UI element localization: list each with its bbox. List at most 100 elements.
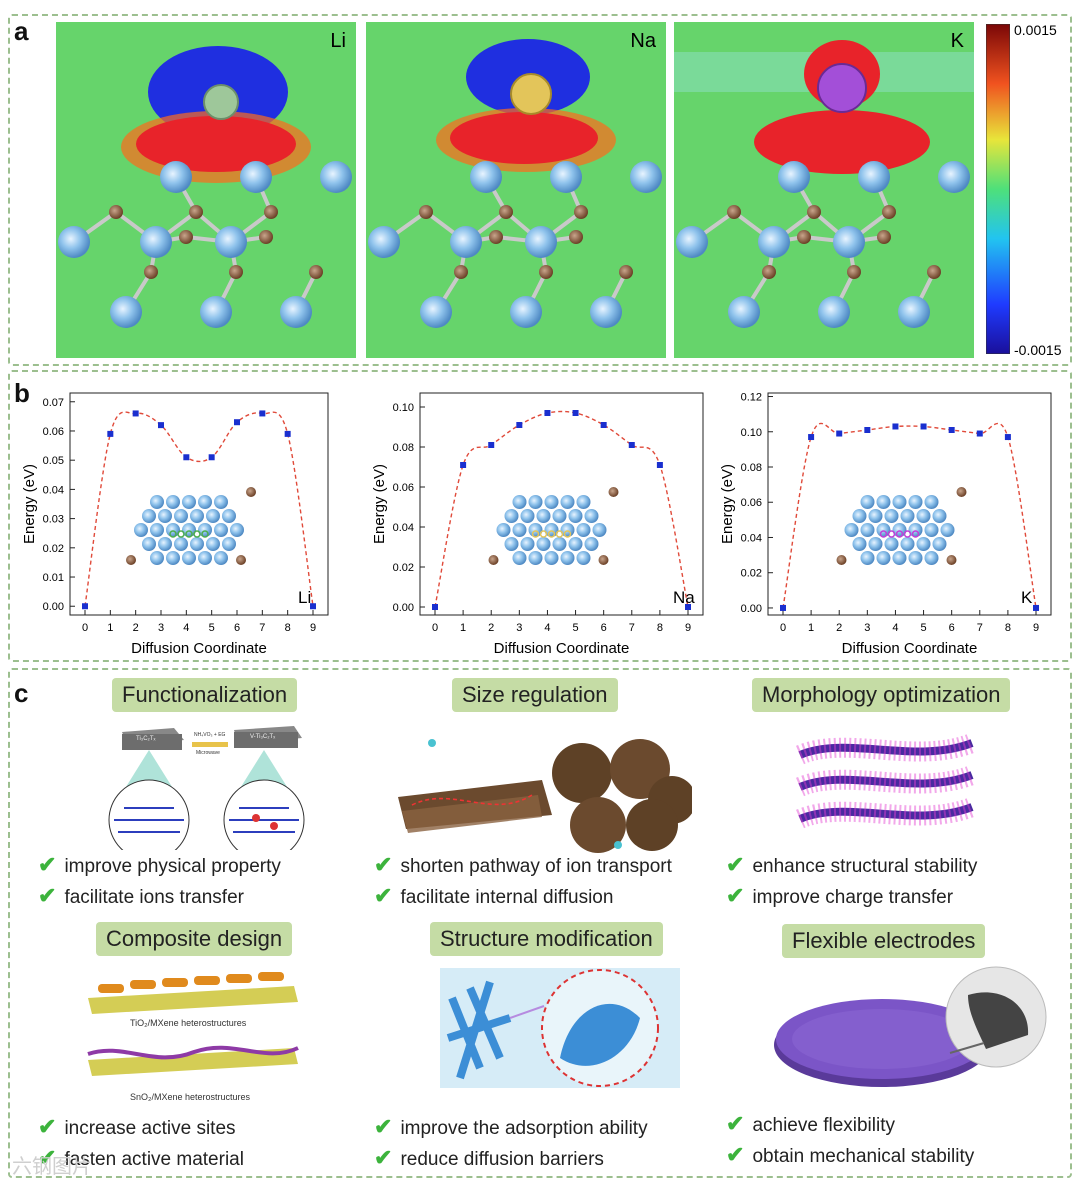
- bullet-size-2: ✔ facilitate internal diffusion: [374, 883, 613, 909]
- lattice-atom-m: [320, 161, 352, 193]
- energy-point: [572, 410, 579, 416]
- energy-point: [310, 603, 316, 610]
- plot-frame: [419, 392, 704, 616]
- lattice-atom-c: [259, 230, 273, 244]
- energy-point: [836, 430, 843, 437]
- bullet-flexible-2: ✔ obtain mechanical stability: [726, 1142, 974, 1168]
- lattice-atom-m: [470, 161, 502, 193]
- bullet-structure-2: ✔ reduce diffusion barriers: [374, 1145, 604, 1171]
- bullet-flexible-1: ✔ achieve flexibility: [726, 1111, 895, 1137]
- charge-density-map-li: Li: [56, 22, 356, 358]
- energy-point: [656, 462, 663, 468]
- flexible-electrode-illustration: [774, 966, 1047, 1087]
- energy-point: [158, 422, 164, 429]
- y-tick-label: 0.00: [741, 603, 762, 615]
- x-tick-label: 7: [629, 622, 635, 634]
- check-icon: ✔: [374, 883, 393, 908]
- x-tick-label: 4: [544, 622, 550, 634]
- bullet-text: reduce diffusion barriers: [400, 1149, 604, 1170]
- y-tick-label: 0.08: [741, 462, 762, 474]
- energy-point: [82, 603, 88, 610]
- x-tick-label: 6: [949, 622, 955, 634]
- k-ion-atom: [817, 63, 867, 113]
- bullet-structure-1: ✔ improve the adsorption ability: [374, 1114, 648, 1140]
- lattice-atom-c: [807, 205, 821, 219]
- lattice-atom-m: [420, 296, 452, 328]
- bullet-text: facilitate ions transfer: [64, 887, 244, 908]
- bullet-size-1: ✔ shorten pathway of ion transport: [374, 852, 672, 878]
- check-icon: ✔: [38, 883, 57, 908]
- panel-a-frame: [8, 14, 1072, 366]
- x-tick-label: 0: [82, 622, 88, 634]
- x-tick-label: 2: [488, 622, 494, 634]
- bullet-text: achieve flexibility: [752, 1115, 896, 1136]
- caption-sno2: SnO₂/MXene heterostructures: [130, 1092, 251, 1102]
- label-reagent: NH₄VO₃ + EG: [194, 732, 226, 738]
- y-tick-label: 0.06: [393, 482, 414, 494]
- lattice-atom-m: [898, 296, 930, 328]
- check-icon: ✔: [38, 1145, 57, 1170]
- x-tick-label: 6: [234, 622, 240, 634]
- bullet-morph-2: ✔ improve charge transfer: [726, 883, 953, 909]
- x-tick-label: 4: [892, 622, 898, 634]
- energy-chart-na: 0.00 0.02 0.04 0.06 0.08 0.10 0 1 2 3 4 5 6 7 8 9 Diffus…: [371, 392, 704, 657]
- energy-point: [488, 442, 495, 448]
- label-ti3c2tx: Ti₃C₂Tₓ: [136, 736, 156, 742]
- energy-chart-k: 0.00 0.02 0.04 0.06 0.08 0.10 0.12 0 1 2 3 4 5 6 7 8 9 Di…: [719, 392, 1052, 657]
- watermark: 六钢图片: [12, 1156, 92, 1178]
- energy-point: [808, 434, 815, 441]
- label-microwave: Microwave: [196, 750, 220, 756]
- panel-a-letter: a: [14, 16, 29, 46]
- lattice-atom-m: [140, 226, 172, 258]
- heading-functionalization: Functionalization: [112, 678, 298, 712]
- label-v-ti3c2tx: V-Ti₃C₂Tₓ: [250, 734, 275, 740]
- lattice-atom-m: [858, 161, 890, 193]
- lattice-atom-c: [229, 265, 243, 279]
- lattice-atom-c: [797, 230, 811, 244]
- lattice-atom-m: [510, 296, 542, 328]
- y-tick-label: 0.00: [393, 602, 414, 614]
- structure-illustration: [440, 968, 680, 1088]
- lattice-atom-c: [144, 265, 158, 279]
- lattice-atom-m: [200, 296, 232, 328]
- lattice-atom-m: [525, 226, 557, 258]
- energy-point: [183, 454, 190, 461]
- x-tick-label: 9: [310, 622, 316, 634]
- na-ion-atom: [510, 73, 552, 115]
- ion-label: Li: [298, 588, 311, 607]
- lattice-atom-c: [882, 205, 896, 219]
- panel-c-frame: [8, 668, 1072, 1178]
- lattice-atom-m: [758, 226, 790, 258]
- energy-point: [1004, 434, 1011, 441]
- bullet-composite-2: ✔ fasten active material: [38, 1145, 244, 1171]
- check-icon: ✔: [726, 852, 745, 877]
- x-tick-label: 8: [285, 622, 291, 634]
- x-tick-label: 5: [920, 622, 926, 634]
- bullet-morph-1: ✔ enhance structural stability: [726, 852, 977, 878]
- lattice-li: [58, 161, 352, 328]
- lattice-atom-c: [619, 265, 633, 279]
- lattice-atom-c: [264, 205, 278, 219]
- lattice-atom-c: [189, 205, 203, 219]
- y-axis-label: Energy (eV): [719, 464, 736, 544]
- y-tick-label: 0.04: [741, 532, 762, 544]
- bullet-functionalization-1: ✔ improve physical property: [38, 852, 281, 878]
- x-tick-label: 7: [259, 622, 265, 634]
- x-tick-label: 3: [158, 622, 164, 634]
- map-label-na: Na: [630, 30, 656, 52]
- check-icon: ✔: [726, 883, 745, 908]
- energy-point: [892, 423, 899, 430]
- x-tick-label: 2: [836, 622, 842, 634]
- check-icon: ✔: [38, 852, 57, 877]
- y-tick-label: 0.04: [43, 484, 64, 496]
- lattice-k: [676, 161, 970, 328]
- li-ion-atom: [203, 84, 239, 120]
- heading-composite: Composite design: [96, 922, 293, 956]
- check-icon: ✔: [374, 1114, 393, 1139]
- plot-frame: [69, 392, 329, 616]
- inset-structure: [126, 487, 256, 565]
- inset-structure: [836, 487, 967, 565]
- y-tick-label: 0.10: [741, 427, 762, 439]
- plot-frame: [767, 392, 1052, 616]
- x-tick-label: 0: [432, 622, 438, 634]
